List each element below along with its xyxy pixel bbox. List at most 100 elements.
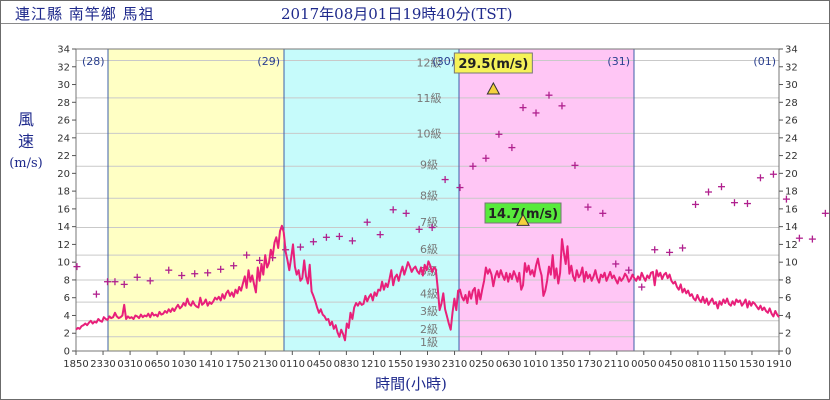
gust-point (692, 200, 700, 208)
y-tick-label: 12 (785, 240, 798, 251)
beaufort-level-label: 2級 (420, 323, 438, 336)
y-tick-label: 34 (785, 45, 798, 56)
wind-speed-series (75, 224, 780, 342)
x-tick-label: 1410 (198, 359, 223, 370)
x-tick-label: 0630 (496, 359, 521, 370)
gust-point (133, 273, 141, 281)
peak-callout: 29.5(m/s) (453, 52, 533, 95)
y-tick-label: 16 (785, 204, 798, 215)
gust-point (415, 225, 423, 233)
x-tick-label: 1750 (226, 359, 251, 370)
title-bar: 連江縣 南竿鄉 馬祖 2017年08月01日19時40分(TST) (1, 1, 829, 24)
y-tick-label: 6 (64, 293, 70, 304)
beaufort-level-label: 4級 (420, 287, 438, 300)
y-tick-label: 18 (57, 187, 70, 198)
peak-callout: 14.7(m/s) (484, 202, 562, 226)
x-tick-label: 1350 (550, 359, 575, 370)
x-tick-label: 1930 (415, 359, 440, 370)
beaufort-level-label: 3級 (420, 305, 438, 318)
x-tick-label: 0050 (631, 359, 656, 370)
day-label: (30) (432, 55, 455, 68)
y-tick-label: 14 (57, 222, 70, 233)
y-tick-label: 32 (57, 62, 70, 73)
observation-timestamp: 2017年08月01日19時40分(TST) (281, 5, 513, 23)
gust-point (309, 238, 317, 246)
gust-point (519, 104, 527, 112)
peak-triangle (516, 213, 530, 226)
x-axis-ticks: 1850 2330 0310 0650 1030 1410 1750 2130 0110 0450… (63, 351, 792, 370)
x-tick-label: 2310 (442, 359, 467, 370)
gust-point (743, 200, 751, 208)
gust-point (230, 262, 238, 270)
gust-point (612, 260, 620, 268)
x-tick-label: 0110 (280, 359, 305, 370)
y-tick-label: 20 (57, 169, 70, 180)
day-boundary-lines (107, 49, 635, 351)
day-label: (01) (753, 55, 776, 68)
y-tick-label: 8 (64, 275, 70, 286)
day-band (459, 49, 634, 351)
y-tick-label: 0 (785, 347, 791, 358)
gust-point (441, 176, 449, 184)
gust-point (178, 272, 186, 279)
x-tick-label: 2330 (90, 359, 115, 370)
gust-point (335, 232, 343, 240)
y-axis-title-line2: 速 (17, 132, 34, 151)
y-tick-label: 10 (785, 258, 798, 269)
x-tick-label: 1550 (388, 359, 413, 370)
x-tick-label: 1850 (63, 359, 88, 370)
y-tick-label: 30 (785, 80, 798, 91)
gust-point (769, 170, 777, 178)
peak-callouts: 29.5(m/s) 14.7(m/s) (453, 52, 562, 226)
gust-point (243, 251, 251, 259)
gust-point (456, 184, 464, 192)
day-bands (76, 49, 779, 351)
gust-point (532, 109, 540, 117)
beaufort-level-label: 9級 (420, 158, 438, 171)
peak-callout-box (453, 52, 533, 74)
y-tick-label: 14 (785, 222, 798, 233)
gust-point (730, 199, 738, 207)
y-tick-label: 6 (785, 293, 791, 304)
day-band (76, 49, 108, 351)
x-tick-label: 0450 (658, 359, 683, 370)
y-tick-label: 24 (57, 133, 70, 144)
gust-point (558, 102, 566, 110)
day-label: (28) (82, 55, 105, 68)
y-tick-label: 26 (785, 116, 798, 127)
y-tick-label: 30 (57, 80, 70, 91)
gust-point (111, 278, 119, 286)
x-tick-label: 1530 (739, 359, 764, 370)
y-tick-label: 0 (64, 347, 70, 358)
day-labels: (28) (29) (30) (31) (01) (82, 55, 776, 68)
gust-point (495, 130, 503, 138)
gust-point (717, 183, 725, 191)
gust-point (376, 231, 384, 239)
x-tick-label: 2130 (253, 359, 278, 370)
gust-point (402, 209, 410, 217)
day-label: (29) (257, 55, 280, 68)
gust-point (296, 243, 304, 251)
y-tick-label: 28 (785, 98, 798, 109)
gust-point (625, 266, 633, 274)
x-tick-label: 0310 (117, 359, 142, 370)
gust-point (705, 188, 713, 196)
gust-point (545, 91, 553, 99)
peak-callout-text: 29.5(m/s) (458, 57, 528, 72)
gust-point (795, 234, 803, 242)
wind-speed-line (75, 224, 780, 342)
y-tick-label: 22 (785, 151, 798, 162)
day-label: (31) (607, 55, 630, 68)
gust-point (782, 195, 790, 203)
gust-point (508, 144, 516, 152)
gust-point (322, 233, 330, 241)
beaufort-level-label: 11級 (417, 92, 442, 105)
y-tick-label: 22 (57, 151, 70, 162)
gust-point (651, 246, 659, 254)
y-tick-label: 12 (57, 240, 70, 251)
beaufort-level-label: 12級 (417, 56, 442, 69)
beaufort-level-label: 10級 (417, 127, 442, 140)
x-axis-title: 時間(小時) (375, 375, 447, 393)
gust-point (666, 248, 674, 256)
